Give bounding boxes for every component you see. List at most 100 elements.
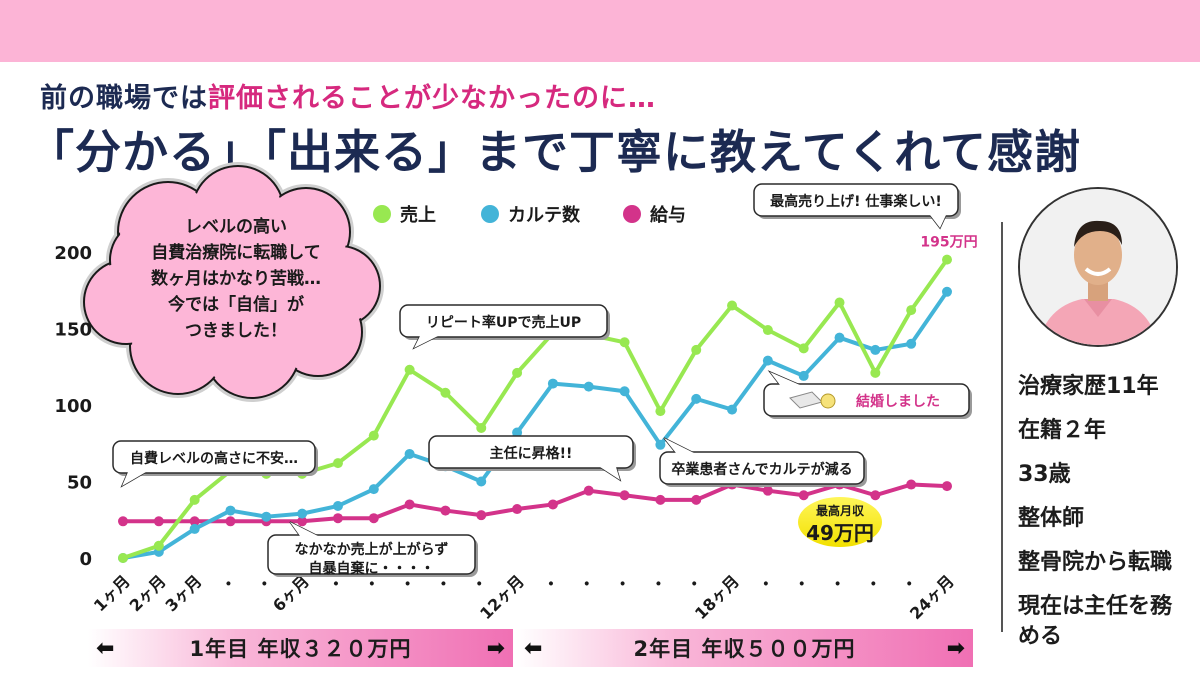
data-point [368, 430, 379, 441]
x-tick-label: ・ [646, 571, 671, 596]
x-tick-label: 2ヶ月 [126, 571, 170, 615]
data-point [942, 286, 952, 297]
data-point [297, 508, 308, 519]
x-tick-label: ・ [539, 571, 564, 596]
series-line [123, 482, 948, 524]
profile-divider [1001, 222, 1003, 632]
x-tick-label: 3ヶ月 [162, 571, 206, 615]
year2-label: 2年目 年収５００万円 [633, 637, 856, 661]
x-tick-label: ・ [826, 571, 851, 596]
bubble-box [763, 383, 970, 417]
data-point [440, 505, 451, 516]
data-point [834, 332, 845, 343]
bubble-box [753, 183, 959, 217]
bubble-text: 結婚しました [856, 393, 940, 410]
year1-bar: ⬅ 1年目 年収３２０万円 ➡ [88, 629, 513, 667]
profile-list: 治療家歴11年 在籍２年 33歳 整体師 整骨院から転職 現在は主任を務める [1018, 372, 1178, 666]
data-point [762, 325, 773, 336]
bubble-text: 自暴自棄に・・・・ [309, 560, 435, 577]
data-point [404, 448, 415, 459]
bubble-text: なかなか売上が上がらず [295, 541, 449, 558]
data-point [691, 393, 702, 404]
data-point [798, 343, 809, 354]
data-point [762, 485, 773, 496]
data-point [870, 344, 881, 355]
data-point [261, 511, 272, 522]
data-point [619, 490, 630, 501]
profile-background: 整骨院から転職 [1018, 550, 1173, 575]
annotation-bubble: 主任に昇格!! [428, 435, 636, 482]
data-point [870, 490, 881, 501]
data-point [368, 484, 379, 495]
y-tick-label: 150 [54, 320, 92, 341]
profile-role: 現在は主任を務める [1018, 594, 1173, 649]
data-point [476, 476, 487, 487]
bubble-tail-fill [664, 438, 694, 453]
profile-tenure: 在籍２年 [1018, 418, 1107, 443]
cloud-text-line: 数ヶ月はかなり苦戦… [151, 268, 321, 289]
x-tick-label: ・ [575, 571, 600, 596]
arrow-right-icon: ➡ [946, 635, 965, 661]
data-point [118, 553, 128, 563]
data-point [655, 494, 666, 505]
bubble-box [399, 304, 608, 338]
data-point [189, 516, 200, 527]
bubble-tail-fill [290, 522, 318, 536]
data-point [512, 427, 523, 438]
subtitle-plain-text: 前の職場では [40, 83, 208, 114]
data-point [153, 516, 164, 527]
x-tick-label: ・ [252, 571, 277, 596]
data-point [762, 355, 773, 366]
data-point [834, 297, 845, 308]
data-point [189, 523, 200, 534]
bubble-box [112, 440, 316, 474]
data-point [225, 516, 236, 527]
cloud-text-line: レベルの高い [185, 216, 287, 237]
legend-marker [373, 205, 391, 223]
data-point [512, 504, 523, 515]
x-tick-label: ・ [897, 571, 922, 596]
bubble-tail-fill [122, 472, 146, 486]
y-tick-label: 100 [54, 396, 92, 417]
x-tick-label: ・ [682, 571, 707, 596]
data-point [583, 381, 594, 392]
top-banner [0, 0, 1200, 62]
data-point [583, 485, 594, 496]
profile-age: 33歳 [1018, 462, 1071, 487]
arrow-left-icon: ⬅ [524, 635, 543, 661]
data-point [189, 494, 200, 505]
bubble-text: 主任に昇格!! [490, 445, 573, 462]
annotation-bubble: 自費レベルの高さに不安… [112, 440, 318, 488]
data-point [332, 458, 343, 469]
data-point [942, 481, 952, 492]
x-tick-label: ・ [861, 571, 886, 596]
data-point [906, 305, 917, 316]
data-point [153, 540, 164, 551]
data-point [332, 500, 343, 511]
profile-experience: 治療家歴11年 [1018, 374, 1159, 399]
badge-line2: 49万円 [806, 521, 874, 545]
legend-label: 給与 [650, 204, 686, 226]
data-point [727, 300, 738, 311]
bubble-tail-fill [930, 215, 946, 228]
data-point [942, 254, 952, 265]
annotation-bubble: リピート率UPで売上UP [399, 304, 610, 350]
legend-label: カルテ数 [508, 204, 581, 226]
y-tick-label: 0 [79, 549, 92, 570]
data-point [440, 387, 451, 398]
profile-job: 整体師 [1018, 506, 1085, 531]
y-tick-label: 50 [67, 473, 92, 494]
data-point [476, 422, 487, 433]
data-point [655, 406, 666, 417]
x-tick-label: ・ [754, 571, 779, 596]
year2-bar: ⬅ 2年目 年収５００万円 ➡ [516, 629, 973, 667]
bubble-box [267, 534, 476, 575]
badge-line1: 最高月収 [816, 503, 865, 518]
year1-label: 1年目 年収３２０万円 [189, 637, 412, 661]
annotation-bubble: 最高売り上げ! 仕事楽しい! [753, 183, 961, 230]
cloud-text-line: 自費治療院に転職して [151, 242, 321, 263]
data-point [512, 367, 523, 378]
